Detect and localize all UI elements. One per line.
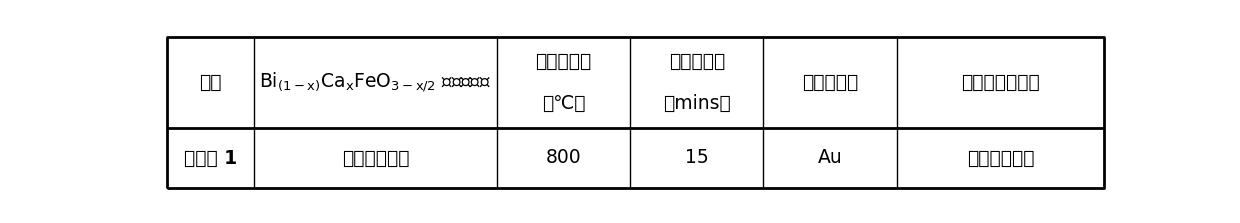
Text: 热处理时间: 热处理时间 (668, 52, 725, 71)
Text: 脉冲激光沉积: 脉冲激光沉积 (342, 149, 409, 167)
Text: 热处理温度: 热处理温度 (536, 52, 591, 71)
Text: 上电极形成方式: 上电极形成方式 (961, 73, 1040, 92)
Text: Au: Au (817, 149, 842, 167)
Text: 脉冲激光沉积: 脉冲激光沉积 (967, 149, 1034, 167)
Text: 15: 15 (684, 149, 709, 167)
Text: $\rm{Bi_{(1-x)}Ca_xFeO_{3-x/2}}$ 的沉积方式: $\rm{Bi_{(1-x)}Ca_xFeO_{3-x/2}}$ 的沉积方式 (259, 71, 491, 94)
Text: 实施例 1: 实施例 1 (184, 149, 237, 167)
Text: 序号: 序号 (198, 73, 222, 92)
Text: 上电极材质: 上电极材质 (802, 73, 858, 92)
Text: （℃）: （℃） (542, 93, 585, 112)
Text: （mins）: （mins） (663, 93, 730, 112)
Text: 800: 800 (546, 149, 582, 167)
